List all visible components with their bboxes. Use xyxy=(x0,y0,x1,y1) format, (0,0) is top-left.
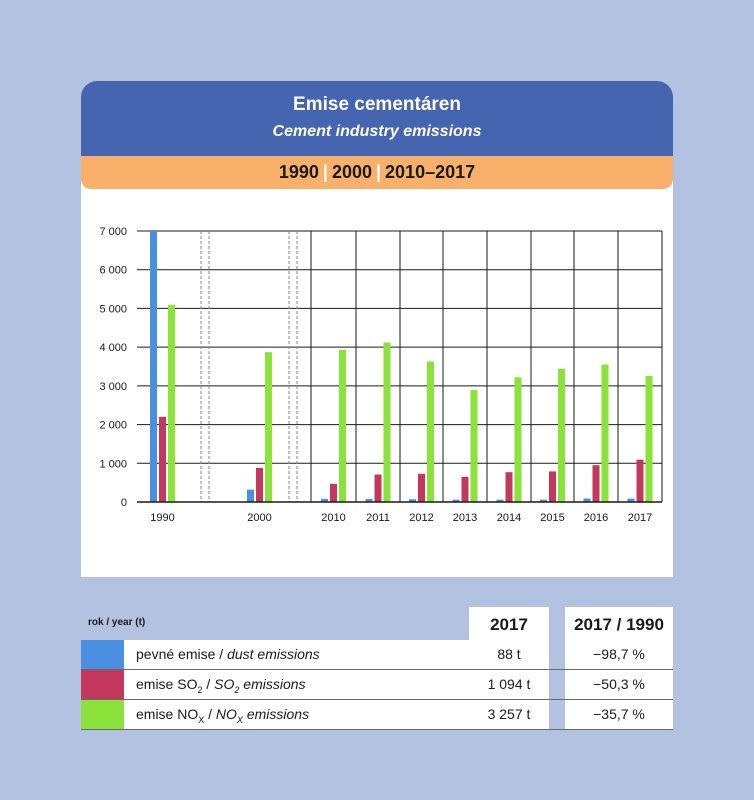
bar xyxy=(265,352,272,502)
bar xyxy=(549,471,556,502)
y-tick-label: 4 000 xyxy=(99,342,127,354)
row-label-dust: pevné emise / dust emissions xyxy=(136,646,320,662)
bar xyxy=(627,498,635,502)
row-change-nox: −35,7 % xyxy=(565,700,673,729)
years-label-2000: 2000 xyxy=(331,162,372,182)
years-bar: 1990 | 2000 | 2010–2017 xyxy=(81,156,673,189)
bar xyxy=(339,349,346,502)
bar xyxy=(645,375,653,502)
years-separator: | xyxy=(375,162,382,182)
years-separator: | xyxy=(322,162,328,182)
table-row-so2: emise SO2 / SO2 emissions 1 094 t −50,3 … xyxy=(81,670,673,700)
x-tick-label: 2000 xyxy=(247,512,271,524)
x-tick-label: 1990 xyxy=(150,512,174,524)
row-value-so2: 1 094 t xyxy=(469,670,549,699)
bar xyxy=(505,472,513,502)
bar xyxy=(427,361,434,502)
bar xyxy=(168,304,175,502)
bar xyxy=(247,489,254,502)
x-tick-label: 2013 xyxy=(453,512,477,524)
bar xyxy=(383,342,391,502)
x-tick-label: 2011 xyxy=(366,512,390,524)
x-tick-label: 2014 xyxy=(497,512,521,524)
chart-subtitle: Cement industry emissions xyxy=(272,123,482,140)
table-header-label: rok / year (t) xyxy=(88,617,146,628)
bar xyxy=(150,231,157,502)
legend-swatch-dust xyxy=(81,640,124,669)
years-label-range: 2010–2017 xyxy=(385,162,476,182)
bar xyxy=(256,467,263,502)
row-label-so2: emise SO2 / SO2 emissions xyxy=(136,676,306,695)
bar xyxy=(514,377,522,502)
x-tick-label: 2017 xyxy=(628,512,652,524)
bar xyxy=(461,476,469,502)
x-tick-label: 2015 xyxy=(540,512,564,524)
bar xyxy=(374,474,382,502)
bar xyxy=(636,459,644,502)
bar xyxy=(496,499,504,502)
bar xyxy=(321,498,328,502)
y-tick-label: 0 xyxy=(121,497,127,509)
bar xyxy=(365,498,373,502)
x-tick-label: 2010 xyxy=(321,512,345,524)
table-row-nox: emise NOX / NOX emissions 3 257 t −35,7 … xyxy=(81,700,673,730)
chart-card: Emise cementáren Cement industry emissio… xyxy=(81,81,673,577)
bar xyxy=(330,483,337,502)
bar xyxy=(409,499,416,502)
y-tick-label: 7 000 xyxy=(99,226,127,238)
y-tick-label: 2 000 xyxy=(99,420,127,432)
bar xyxy=(470,390,478,502)
bar xyxy=(558,368,565,502)
chart-title: Emise cementáren xyxy=(293,94,461,115)
bar xyxy=(601,364,609,502)
row-change-so2: −50,3 % xyxy=(565,670,673,699)
row-label-nox: emise NOX / NOX emissions xyxy=(136,706,310,725)
bar xyxy=(452,499,460,502)
y-tick-label: 6 000 xyxy=(99,265,127,277)
table-header-ratio: 2017 / 1990 xyxy=(565,607,673,640)
table-header-2017: 2017 xyxy=(469,607,549,640)
y-tick-label: 1 000 xyxy=(99,458,127,470)
row-value-dust: 88 t xyxy=(469,640,549,669)
table-row-dust: pevné emise / dust emissions 88 t −98,7 … xyxy=(81,640,673,670)
bar xyxy=(540,499,547,502)
bar xyxy=(418,473,425,502)
bar xyxy=(592,465,600,502)
bar xyxy=(583,498,591,502)
title-bar: Emise cementáren Cement industry emissio… xyxy=(81,81,673,156)
row-value-nox: 3 257 t xyxy=(469,700,549,729)
row-change-dust: −98,7 % xyxy=(565,640,673,669)
bar-chart: 0 1 000 2 000 3 000 4 000 5 000 6 000 7 000 1990… xyxy=(99,226,663,524)
years-label-1990: 1990 xyxy=(278,162,319,182)
y-tick-label: 3 000 xyxy=(99,381,127,393)
y-tick-label: 5 000 xyxy=(99,303,127,315)
x-tick-label: 2016 xyxy=(584,512,608,524)
legend-swatch-so2 xyxy=(81,670,124,699)
legend-swatch-nox xyxy=(81,700,124,729)
x-tick-label: 2012 xyxy=(409,512,433,524)
bar xyxy=(159,416,166,502)
